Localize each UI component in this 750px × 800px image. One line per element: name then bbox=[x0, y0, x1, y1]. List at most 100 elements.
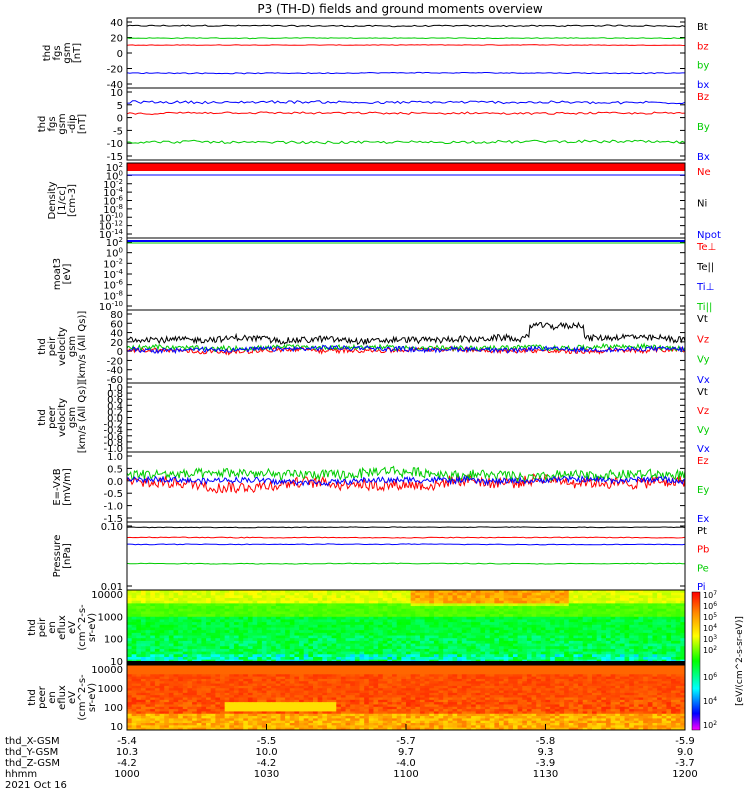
heatmap-cell bbox=[554, 616, 561, 621]
heatmap-cell bbox=[331, 600, 337, 604]
heatmap-cell bbox=[531, 632, 537, 637]
heatmap-cell bbox=[350, 665, 356, 668]
heatmap-cell bbox=[317, 606, 323, 610]
heatmap-cell bbox=[229, 622, 235, 626]
legend-Ez: Ez bbox=[697, 456, 709, 467]
heatmap-cell bbox=[182, 651, 189, 655]
heatmap-cell bbox=[526, 606, 533, 610]
heatmap-cell bbox=[582, 619, 588, 623]
heatmap-cell bbox=[424, 678, 430, 682]
heatmap-cell bbox=[545, 600, 551, 604]
heatmap-cell bbox=[164, 654, 170, 658]
heatmap-cell bbox=[419, 654, 426, 658]
heatmap-cell bbox=[564, 643, 570, 647]
heatmap-cell bbox=[159, 671, 165, 675]
heatmap-cell bbox=[350, 611, 356, 615]
heatmap-cell bbox=[647, 654, 654, 658]
heatmap-cell bbox=[564, 635, 570, 639]
heatmap-cell bbox=[220, 656, 226, 661]
heatmap-cell bbox=[410, 616, 416, 621]
heatmap-cell bbox=[127, 592, 133, 596]
heatmap-cell bbox=[201, 685, 207, 689]
heatmap-cell bbox=[233, 606, 240, 610]
heatmap-cell bbox=[275, 651, 282, 655]
ytick-label: -60 bbox=[107, 375, 123, 386]
heatmap-cell bbox=[178, 595, 184, 599]
heatmap-cell bbox=[433, 678, 440, 682]
heatmap-cell bbox=[578, 600, 584, 604]
heatmap-cell bbox=[326, 688, 333, 692]
heatmap-cell bbox=[345, 616, 351, 621]
heatmap-cell bbox=[229, 688, 235, 692]
heatmap-cell bbox=[592, 654, 598, 658]
heatmap-cell bbox=[257, 624, 263, 629]
heatmap-cell bbox=[550, 622, 556, 626]
heatmap-cell bbox=[275, 674, 282, 678]
heatmap-cell bbox=[545, 606, 551, 610]
heatmap-cell bbox=[127, 616, 133, 621]
heatmap-cell bbox=[471, 685, 477, 689]
heatmap-cell bbox=[224, 688, 230, 692]
heatmap-cell bbox=[373, 678, 379, 682]
heatmap-cell bbox=[131, 603, 137, 607]
heatmap-cell bbox=[233, 646, 240, 650]
heatmap-cell bbox=[131, 665, 137, 668]
heatmap-cell bbox=[196, 611, 202, 615]
heatmap-cell bbox=[257, 681, 263, 685]
heatmap-cell bbox=[280, 669, 286, 673]
heatmap-cell bbox=[536, 616, 542, 621]
heatmap-cell bbox=[540, 688, 547, 692]
heatmap-cell bbox=[210, 611, 216, 615]
heatmap-cell bbox=[512, 681, 519, 685]
heatmap-cell bbox=[280, 600, 286, 604]
heatmap-cell bbox=[261, 638, 268, 642]
heatmap-cell bbox=[247, 632, 254, 637]
heatmap-cell bbox=[206, 590, 212, 594]
heatmap-cell bbox=[127, 667, 133, 671]
heatmap-cell bbox=[680, 654, 685, 658]
heatmap-cell bbox=[294, 616, 300, 621]
heatmap-cell bbox=[657, 622, 663, 626]
heatmap-cell bbox=[554, 595, 561, 599]
density-band bbox=[127, 163, 685, 171]
heatmap-cell bbox=[601, 619, 607, 623]
heatmap-cell bbox=[522, 678, 528, 682]
heatmap-cell bbox=[499, 640, 505, 645]
heatmap-cell bbox=[201, 674, 207, 678]
heatmap-cell bbox=[568, 681, 574, 685]
heatmap-cell bbox=[313, 683, 319, 687]
heatmap-cell bbox=[326, 592, 333, 596]
heatmap-cell bbox=[233, 622, 240, 626]
heatmap-cell bbox=[303, 681, 309, 685]
heatmap-cell bbox=[215, 648, 221, 653]
heatmap-cell bbox=[317, 619, 323, 623]
heatmap-cell bbox=[247, 685, 254, 689]
heatmap-cell bbox=[424, 674, 430, 678]
heatmap-cell bbox=[508, 665, 514, 668]
heatmap-cell bbox=[461, 624, 468, 629]
heatmap-cell bbox=[187, 676, 193, 680]
heatmap-cell bbox=[373, 635, 379, 639]
heatmap-cell bbox=[652, 608, 658, 613]
heatmap-cell bbox=[494, 603, 500, 607]
heatmap-cell bbox=[266, 665, 272, 668]
heatmap-cell bbox=[433, 651, 440, 655]
heatmap-cell bbox=[433, 622, 440, 626]
heatmap-cell bbox=[257, 669, 263, 673]
heatmap-cell bbox=[499, 671, 505, 675]
heatmap-cell bbox=[252, 646, 258, 650]
heatmap-cell bbox=[517, 685, 523, 689]
heatmap-cell bbox=[633, 611, 640, 615]
heatmap-cell bbox=[247, 646, 254, 650]
heatmap-cell bbox=[457, 683, 463, 687]
heatmap-cell bbox=[131, 619, 137, 623]
heatmap-cell bbox=[173, 674, 179, 678]
heatmap-cell bbox=[461, 622, 468, 626]
heatmap-cell bbox=[466, 600, 472, 604]
heatmap-cell bbox=[294, 635, 300, 639]
heatmap-cell bbox=[666, 685, 672, 689]
heatmap-cell bbox=[331, 665, 337, 668]
heatmap-cell bbox=[294, 600, 300, 604]
heatmap-cell bbox=[154, 643, 161, 647]
